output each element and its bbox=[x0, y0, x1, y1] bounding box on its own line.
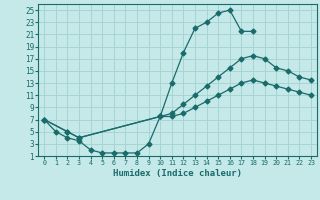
X-axis label: Humidex (Indice chaleur): Humidex (Indice chaleur) bbox=[113, 169, 242, 178]
